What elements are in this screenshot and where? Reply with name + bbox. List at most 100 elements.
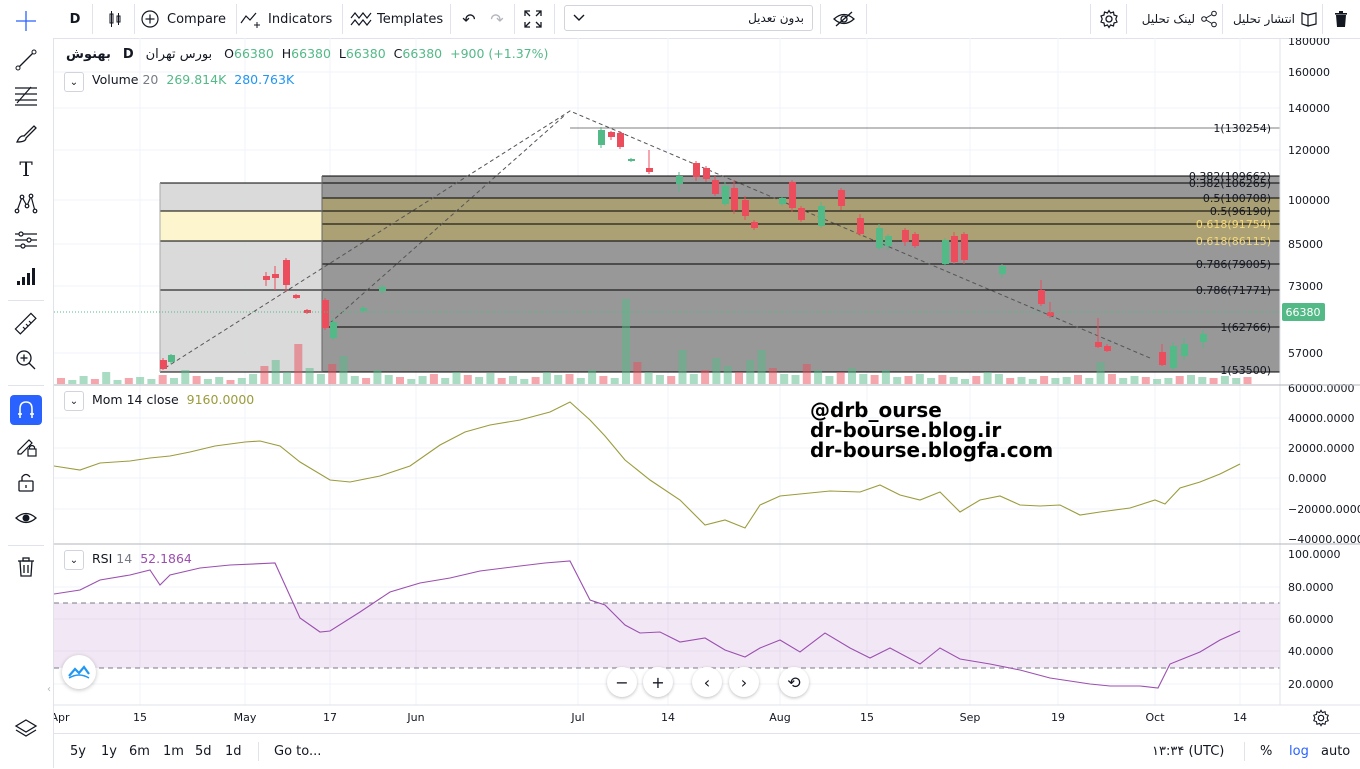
- range-1m[interactable]: 1m: [163, 744, 184, 759]
- chart-settings-button[interactable]: [1310, 707, 1332, 729]
- collapse-toolbar-handle[interactable]: ‹: [47, 684, 51, 695]
- zoom-tool[interactable]: [10, 345, 42, 375]
- scroll-right-button[interactable]: ›: [729, 667, 759, 697]
- zoom-out-button[interactable]: −: [607, 667, 637, 697]
- volume-value: 269.814K: [166, 72, 227, 87]
- mom-collapse-button[interactable]: ⌄: [64, 391, 84, 411]
- volume-bar: [802, 364, 811, 384]
- price-axis[interactable]: 180000 160000 140000 120000 100000 85000 73000…: [1288, 38, 1330, 360]
- gear-icon: [1100, 9, 1118, 29]
- candle-body: [598, 130, 605, 145]
- volume-bar: [870, 375, 879, 384]
- volume-profile-icon: [17, 268, 35, 285]
- range-5d[interactable]: 5d: [195, 744, 212, 759]
- visibility-tool[interactable]: [10, 503, 42, 533]
- compare-button[interactable]: Compare: [140, 0, 232, 38]
- adjust-select[interactable]: بدون تعدیل: [564, 5, 813, 31]
- candle-body: [168, 355, 175, 362]
- delete-button[interactable]: [1328, 0, 1354, 38]
- candle-body: [838, 190, 845, 206]
- crosshair-tool[interactable]: [10, 6, 42, 36]
- goto-button[interactable]: Go to...: [274, 744, 322, 759]
- volume-bar: [554, 375, 563, 384]
- momentum-axis[interactable]: 60000.0000 40000.0000 20000.0000 0.0000 −200…: [1288, 382, 1360, 546]
- candle-body: [722, 186, 729, 204]
- volume-bar: [520, 379, 529, 384]
- ohlc-h-label: H: [281, 46, 292, 61]
- price-tick-label: 120000: [1288, 144, 1330, 157]
- settings-button[interactable]: [1096, 0, 1122, 38]
- rsi-line: [54, 560, 1241, 689]
- rsi-tick-label: 60.0000: [1288, 613, 1334, 626]
- publish-button[interactable]: انتشار تحلیل: [1226, 0, 1318, 38]
- chart-canvas[interactable]: 1(130254) 0.382(109662)0.382(106265) 0.5(1…: [54, 38, 1360, 733]
- price-tick-label: 100000: [1288, 194, 1330, 207]
- volume-bar: [452, 372, 461, 384]
- templates-button[interactable]: Templates: [350, 0, 446, 38]
- volume-profile-tool[interactable]: [10, 260, 42, 290]
- reset-chart-button[interactable]: ⟲: [779, 667, 809, 697]
- range-5y[interactable]: 5y: [70, 744, 86, 759]
- volume-bar: [1040, 376, 1049, 384]
- momentum-line: [54, 401, 1241, 529]
- fib-tool[interactable]: [10, 80, 42, 110]
- trendline-tool[interactable]: [10, 45, 42, 75]
- mom-params: 14 close: [126, 392, 179, 407]
- brush-tool[interactable]: [10, 118, 42, 148]
- fib-level-label: 0.5(100708): [1203, 192, 1271, 205]
- interval-button[interactable]: D: [69, 11, 81, 27]
- volume-bar: [497, 378, 506, 384]
- mom-name[interactable]: Mom: [92, 392, 123, 407]
- lock-drawings-tool[interactable]: [10, 431, 42, 461]
- scroll-left-button[interactable]: ‹: [692, 667, 722, 697]
- indicators-button[interactable]: Indicators: [240, 0, 338, 38]
- symbol-interval: D: [122, 47, 134, 62]
- percent-toggle[interactable]: %: [1260, 744, 1273, 759]
- symbol-name[interactable]: بهنوش: [66, 47, 111, 62]
- volume-bar: [1209, 378, 1218, 384]
- candle-body: [789, 182, 796, 208]
- range-1d[interactable]: 1d: [225, 744, 242, 759]
- volume-bar: [836, 372, 845, 384]
- range-6m[interactable]: 6m: [129, 744, 150, 759]
- object-tree-tool[interactable]: [10, 714, 42, 744]
- chart-style-button[interactable]: [100, 0, 130, 38]
- fib-level-label: 1(62766): [1220, 321, 1271, 334]
- logo-badge[interactable]: [62, 655, 96, 689]
- volume-bar: [814, 370, 823, 384]
- redo-button[interactable]: ↷: [486, 0, 508, 38]
- volume-bar: [1187, 375, 1195, 384]
- remove-drawings-tool[interactable]: [10, 552, 42, 582]
- lock-tool[interactable]: [10, 467, 42, 497]
- text-tool[interactable]: T: [10, 154, 42, 184]
- candle-body: [818, 206, 825, 226]
- volume-name[interactable]: Volume: [92, 72, 139, 87]
- fullscreen-button[interactable]: [520, 0, 546, 38]
- timezone-clock[interactable]: ۱۳:۳۴ (UTC): [1152, 744, 1225, 759]
- ohlc-c-label: C: [393, 46, 403, 61]
- range-1y[interactable]: 1y: [101, 744, 117, 759]
- undo-button[interactable]: ↶: [458, 0, 480, 38]
- time-axis[interactable]: Apr 15 May 17 Jun Jul 14 Aug 15 Sep 19 Oct 14: [54, 711, 1247, 724]
- magnet-tool[interactable]: [10, 395, 42, 425]
- rsi-axis[interactable]: 100.0000 80.0000 60.0000 40.0000 20.0000: [1288, 548, 1341, 691]
- log-toggle[interactable]: log: [1289, 744, 1309, 759]
- ruler-tool[interactable]: [10, 309, 42, 339]
- zoom-in-button[interactable]: +: [643, 667, 673, 697]
- rsi-name[interactable]: RSI: [92, 551, 113, 566]
- volume-collapse-button[interactable]: ⌄: [64, 72, 84, 92]
- rsi-collapse-button[interactable]: ⌄: [64, 550, 84, 570]
- time-tick-label: 15: [133, 711, 147, 724]
- volume-bar: [768, 368, 777, 384]
- chevron-down-icon: [573, 14, 585, 21]
- mom-tick-label: −40000.0000: [1288, 533, 1360, 546]
- hide-button[interactable]: [830, 0, 858, 38]
- auto-toggle[interactable]: auto: [1321, 744, 1351, 759]
- mom-tick-label: 0.0000: [1288, 472, 1327, 485]
- volume-bar: [57, 378, 65, 384]
- share-link-button[interactable]: لینک تحلیل: [1132, 0, 1218, 38]
- pattern-tool[interactable]: [10, 189, 42, 219]
- time-tick-label: Jul: [570, 711, 584, 724]
- prediction-tool[interactable]: [10, 225, 42, 255]
- mom-value: 9160.0000: [186, 392, 255, 407]
